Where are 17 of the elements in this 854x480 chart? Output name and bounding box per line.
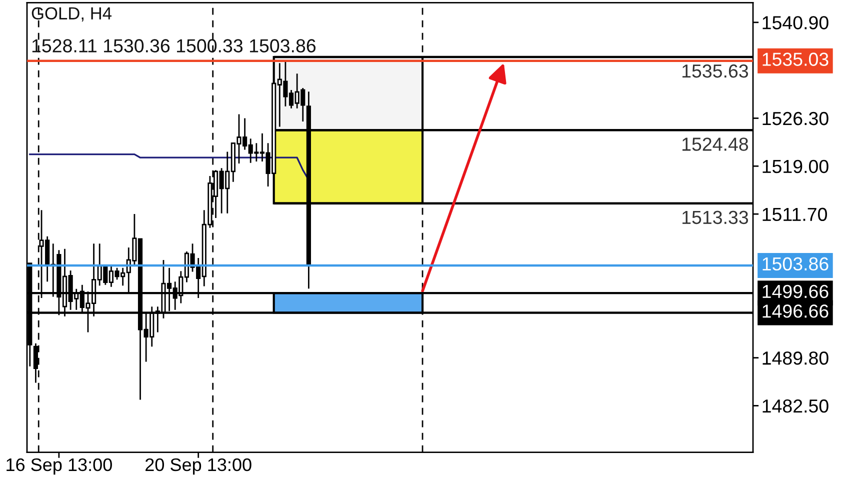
y-tick-label: 1519.00 [762,160,828,174]
ref-line-label: 1496.66 [762,304,828,318]
text: 1528.11 1530.36 1500.33 1503.86 [32,39,316,52]
y-tick-label: 1482.50 [762,399,828,413]
x-tick-label: 16 Sep 13:00 [6,458,112,475]
annotation: 1524.48 [682,138,748,151]
y-tick-label: 1540.90 [762,16,828,30]
ref-line-label: 1535.03 [762,52,828,66]
y-tick-label: 1489.80 [762,351,828,365]
annotation: 1535.63 [682,64,748,78]
ref-line-label: 1503.86 [762,257,828,271]
chart-title: GOLD, H4 [32,7,112,22]
y-tick-label: 1526.30 [762,112,828,126]
y-tick-label: 1511.70 [762,208,827,222]
ref-line-label: 1499.66 [762,284,828,298]
annotation: 1513.33 [682,210,748,224]
x-tick-label: 20 Sep 13:00 [146,458,252,475]
